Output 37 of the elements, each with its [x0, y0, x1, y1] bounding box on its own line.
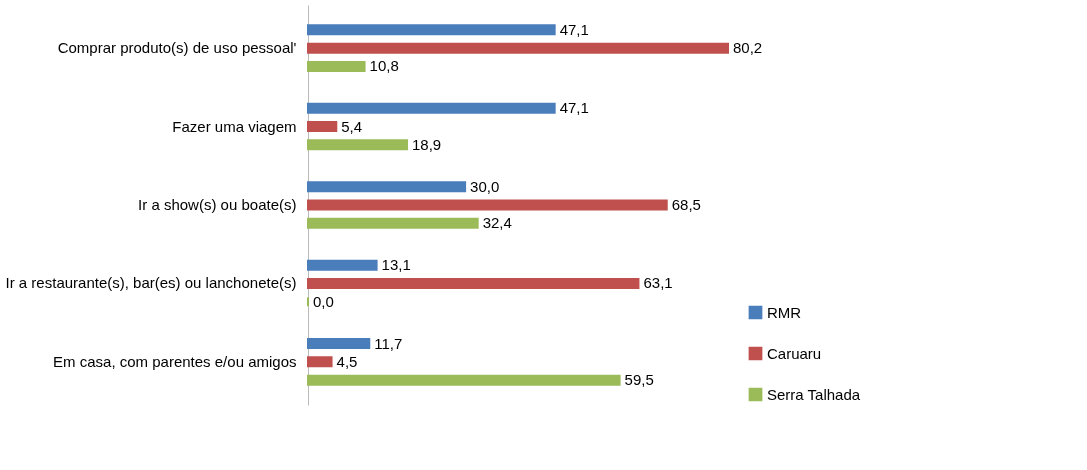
y-tick-label: Ir a show(s) ou boate(s) [138, 196, 297, 213]
bar [307, 374, 621, 386]
legend-label: Caruaru [767, 344, 822, 362]
bar [307, 199, 668, 211]
bar [307, 277, 640, 289]
data-label: 47,1 [559, 99, 589, 117]
bar [307, 139, 408, 151]
y-tick-label: Fazer uma viagem [172, 117, 297, 135]
data-label: 32,4 [482, 214, 512, 232]
bar [307, 338, 371, 350]
bar [307, 181, 467, 193]
bar [307, 356, 333, 368]
data-label: 0,0 [313, 292, 334, 310]
data-label: 68,5 [671, 196, 701, 213]
data-label: 63,1 [643, 274, 673, 292]
bar [307, 60, 366, 72]
data-label: 11,7 [374, 334, 403, 352]
bar [307, 102, 556, 114]
data-label: 13,1 [381, 256, 411, 274]
legend-label: RMR [767, 303, 802, 321]
bar [307, 259, 378, 271]
y-tick-label: Comprar produto(s) de uso pessoal' [57, 39, 297, 57]
y-tick-label: Em casa, com parentes e/ou amigos [53, 352, 297, 370]
data-label: 5,4 [341, 117, 363, 135]
bar [307, 24, 556, 36]
data-label: 10,8 [369, 57, 399, 75]
data-label: 30,0 [470, 177, 500, 195]
legend-label: Serra Talhada [767, 385, 861, 403]
y-tick-label: Ir a restaurante(s), bar(es) ou lanchonete(s) [5, 274, 297, 292]
data-label: 47,1 [559, 20, 589, 38]
data-label: 4,5 [336, 352, 358, 370]
data-label: 80,2 [733, 39, 763, 57]
data-label: 18,9 [411, 135, 442, 153]
data-label: 59,5 [624, 371, 654, 389]
bar [307, 217, 479, 229]
bar [307, 121, 338, 133]
bar [307, 42, 729, 54]
